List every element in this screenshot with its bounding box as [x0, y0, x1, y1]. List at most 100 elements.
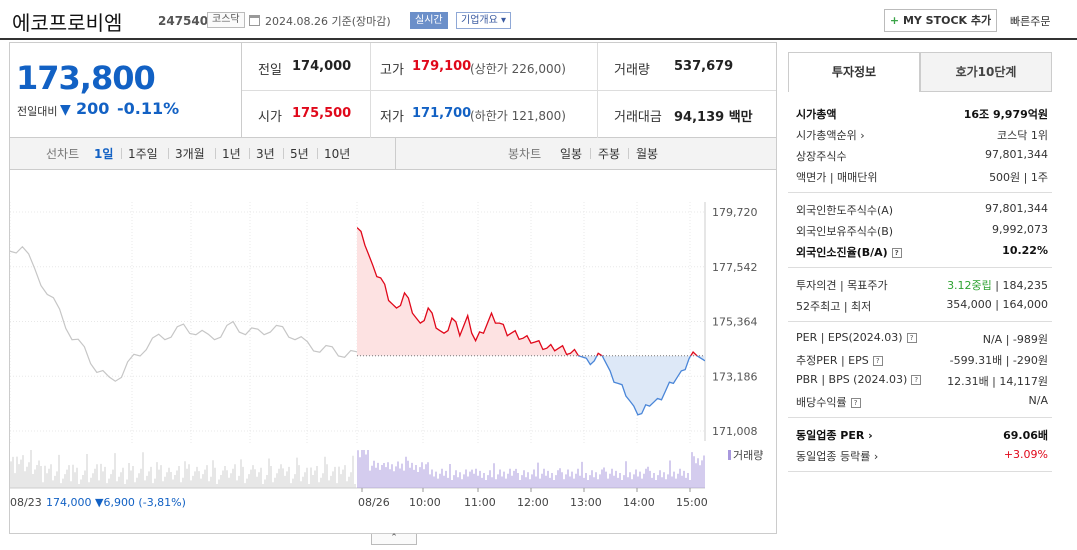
tab-invest-info[interactable]: 투자정보: [788, 52, 920, 92]
chart-canvas: 179,720 177,542 175,364 173,186 171,008 거래량 08…: [10, 202, 763, 509]
market-badge: 코스닥: [207, 12, 245, 28]
info-value: 16조 9,979억원: [964, 106, 1048, 122]
company-overview-button[interactable]: 기업개요 ▾: [456, 12, 512, 29]
col-divider: [370, 43, 371, 139]
row-divider: [788, 417, 1052, 418]
high-label: 고가: [380, 63, 404, 78]
help-icon[interactable]: ?: [911, 375, 922, 385]
current-price: 173,800: [16, 59, 156, 97]
y-tick-label: 177,542: [712, 261, 758, 274]
separator: [283, 148, 284, 159]
line-chart-label: 선차트: [46, 147, 80, 161]
upper-limit: (상한가 226,000): [470, 62, 566, 76]
info-row: 상장주식수 97,801,344: [796, 146, 1048, 164]
value-text: +3.09%: [1003, 448, 1048, 461]
info-value: N/A: [1029, 394, 1048, 407]
separator: [628, 148, 629, 159]
x-tick-label: 08/26: [358, 496, 390, 509]
y-tick-label: 175,364: [712, 316, 758, 329]
info-key: 시가총액순위 ›: [796, 129, 865, 142]
info-key: 52주최고 | 최저: [796, 300, 872, 313]
info-row: 외국인소진율(B/A)? 10.22%: [796, 242, 1048, 260]
separator: [168, 148, 169, 159]
stock-code: 247540: [158, 14, 209, 28]
collapse-chart-button[interactable]: ⌃: [371, 534, 417, 545]
period-1day[interactable]: 1일: [94, 147, 114, 161]
x-tick-label: 14:00: [623, 496, 655, 509]
opinion-value: 3.12중립: [947, 279, 996, 292]
down-area-fill: [357, 355, 705, 415]
amount-label: 거래대금: [614, 110, 662, 125]
quick-order-link[interactable]: 빠른주문: [1010, 15, 1051, 28]
volume-value: 537,679: [674, 59, 734, 74]
value-text: N/A | -989원: [982, 333, 1048, 346]
info-value: 69.06배: [1003, 427, 1048, 443]
info-row: 액면가 | 매매단위 500원 | 1주: [796, 167, 1048, 185]
period-3month[interactable]: 3개월: [175, 147, 205, 161]
info-row[interactable]: 시가총액순위 › 코스닥 1위: [796, 125, 1048, 143]
info-row: 배당수익률? N/A: [796, 392, 1048, 410]
info-key: 외국인한도주식수(A): [796, 204, 894, 217]
diff-value: 200: [76, 99, 110, 118]
panel-bottom-border: [788, 471, 1052, 472]
x-tick-label: 15:00: [676, 496, 708, 509]
stock-name: 에코프로비엠: [12, 11, 123, 35]
separator: [121, 148, 122, 159]
chevron-down-icon: ▾: [501, 15, 507, 26]
info-key: 추정PER | EPS?: [796, 352, 883, 368]
info-row[interactable]: 동일업종 등락률 › +3.09%: [796, 446, 1048, 464]
prev-day-line: [10, 245, 358, 382]
y-tick-label: 171,008: [712, 425, 758, 438]
period-3year[interactable]: 3년: [256, 147, 275, 161]
row-divider: [242, 90, 776, 91]
info-row[interactable]: 동일업종 PER › 69.06배: [796, 425, 1048, 443]
row-divider: [788, 267, 1052, 268]
volume-label: 거래량: [614, 63, 650, 78]
info-key: 시가총액: [796, 108, 837, 121]
price-chart[interactable]: 179,720 177,542 175,364 173,186 171,008 거래량 08…: [9, 170, 777, 534]
help-icon[interactable]: ?: [906, 333, 917, 343]
separator: [317, 148, 318, 159]
tab-order-book[interactable]: 호가10단계: [920, 52, 1052, 92]
period-1year[interactable]: 1년: [222, 147, 241, 161]
candle-weekly[interactable]: 주봉: [598, 147, 621, 161]
volume-legend-label: 거래량: [733, 449, 763, 462]
company-overview-label: 기업개요: [461, 15, 498, 26]
diff-percent: -0.11%: [117, 99, 180, 118]
plus-icon: +: [889, 14, 900, 27]
help-icon[interactable]: ?: [891, 248, 902, 258]
realtime-button[interactable]: 실시간: [410, 12, 448, 29]
help-icon[interactable]: ?: [850, 398, 861, 408]
x-tick-label: 12:00: [517, 496, 549, 509]
value-text: -599.31배 | -290원: [949, 354, 1048, 367]
period-10year[interactable]: 10년: [324, 147, 351, 161]
info-key: 외국인소진율(B/A)?: [796, 244, 902, 260]
stock-header: 에코프로비엠 247540 코스닥 2024.08.26 기준(장마감) 실시간…: [0, 0, 1077, 40]
open-label: 시가: [258, 110, 282, 125]
period-5year[interactable]: 5년: [290, 147, 309, 161]
info-row: 시가총액 16조 9,979억원: [796, 104, 1048, 122]
add-mystock-label: MY STOCK 추가: [902, 14, 992, 27]
x-tick-label: 10:00: [409, 496, 441, 509]
info-row: PBR | BPS (2024.03)? 12.31배 | 14,117원: [796, 371, 1048, 389]
diff-label: 전일대비: [17, 105, 58, 118]
candle-daily[interactable]: 일봉: [560, 147, 583, 161]
chart-bottom-border: [9, 533, 777, 534]
x-tick-label: 13:00: [570, 496, 602, 509]
open-value: 175,500: [292, 106, 352, 121]
period-1week[interactable]: 1주일: [128, 147, 158, 161]
help-icon[interactable]: ?: [872, 356, 883, 366]
y-tick-label: 179,720: [712, 206, 758, 219]
value-text: 97,801,344: [985, 148, 1048, 161]
up-area-fill: [357, 227, 698, 356]
info-value: 97,801,344: [985, 202, 1048, 215]
info-value: +3.09%: [1004, 448, 1048, 461]
add-mystock-button[interactable]: + MY STOCK 추가: [884, 9, 997, 32]
value-text: 69.06배: [1003, 429, 1048, 442]
prev-day-summary: 174,000 ▼6,900 (-3,81%): [46, 496, 186, 509]
info-value: 코스닥 1위: [997, 127, 1048, 143]
value-text: 10.22%: [1002, 244, 1048, 257]
candle-chart-label: 봉차트: [508, 147, 542, 161]
candle-monthly[interactable]: 월봉: [636, 147, 659, 161]
info-row: 추정PER | EPS? -599.31배 | -290원: [796, 350, 1048, 368]
